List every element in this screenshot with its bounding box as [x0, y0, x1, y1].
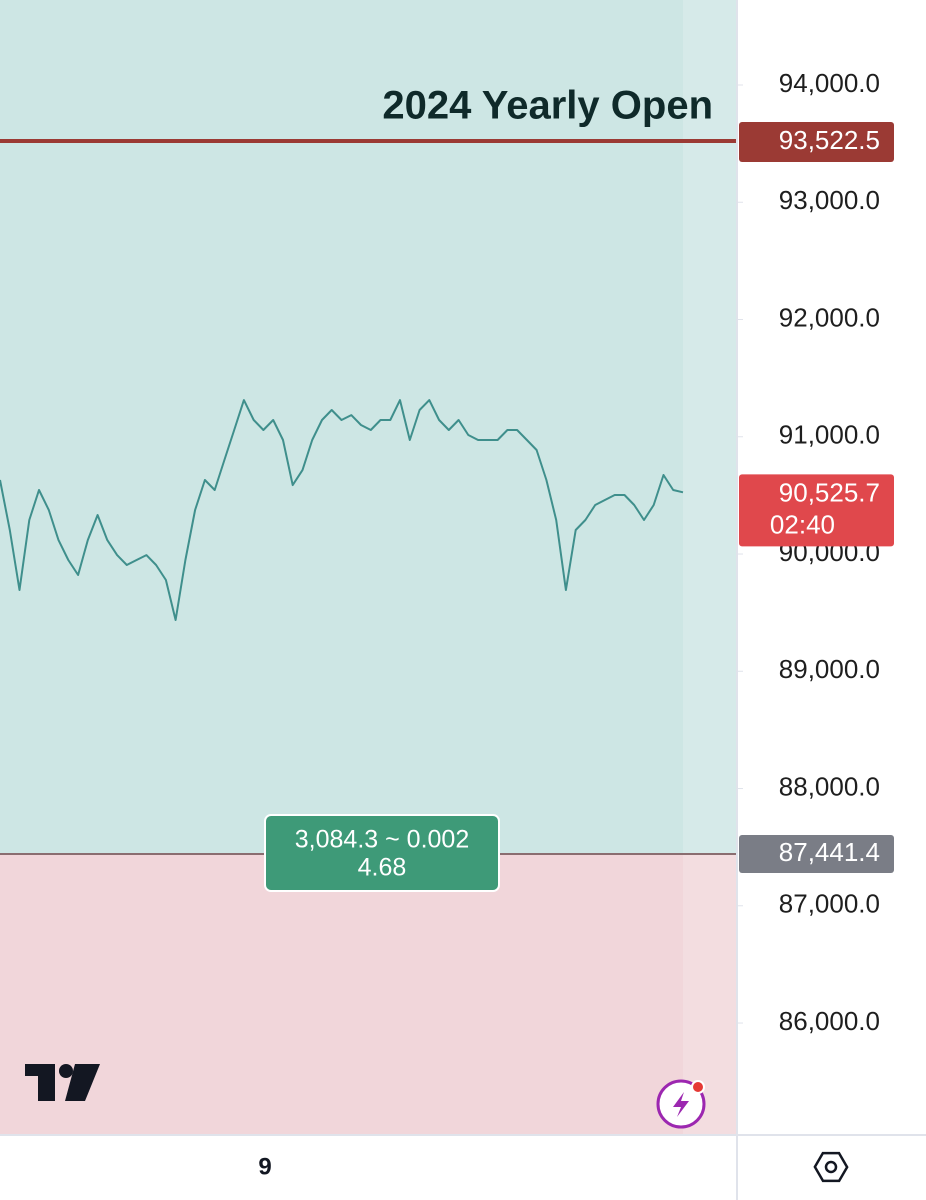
price-line [0, 399, 684, 621]
stop-level-tag [739, 835, 894, 874]
y-tick-label: 86,000.0 [779, 1006, 880, 1036]
settings-button[interactable] [811, 1146, 851, 1188]
current-price-tag [739, 474, 894, 547]
y-tick-label: 89,000.0 [779, 654, 880, 684]
countdown-label: 02:40 [770, 509, 835, 539]
settings-icon [813, 1151, 849, 1183]
measure-label: 3,084.3 ~ 0.002 [295, 826, 469, 854]
annotation: 2024 Yearly Open [382, 84, 713, 128]
notification-dot [691, 1080, 705, 1094]
settings-icon-dot [824, 1160, 838, 1174]
y-tick-label: 93,000.0 [779, 185, 880, 215]
future-area [683, 0, 737, 1135]
lightning-icon [673, 1092, 689, 1117]
measure-box [264, 814, 500, 893]
measure-label: 4.68 [358, 854, 407, 882]
interval-button[interactable]: 9 [258, 1153, 271, 1180]
y-tick-label: 88,000.0 [779, 771, 880, 801]
lightning-button[interactable] [656, 1079, 706, 1129]
y-tick-label: 87,000.0 [779, 889, 880, 919]
yearly-open-label: 93,522.5 [779, 125, 880, 155]
current-price-label: 90,525.7 [779, 477, 880, 507]
yearly-open-tag [739, 121, 894, 162]
y-tick-label: 92,000.0 [779, 302, 880, 332]
y-tick-label: 94,000.0 [779, 68, 880, 98]
y-tick-label: 91,000.0 [779, 420, 880, 450]
tradingview-logo [25, 1064, 100, 1101]
profit-zone [0, 0, 737, 855]
loss-zone [0, 854, 737, 1135]
stop-level-label: 87,441.4 [779, 837, 880, 867]
